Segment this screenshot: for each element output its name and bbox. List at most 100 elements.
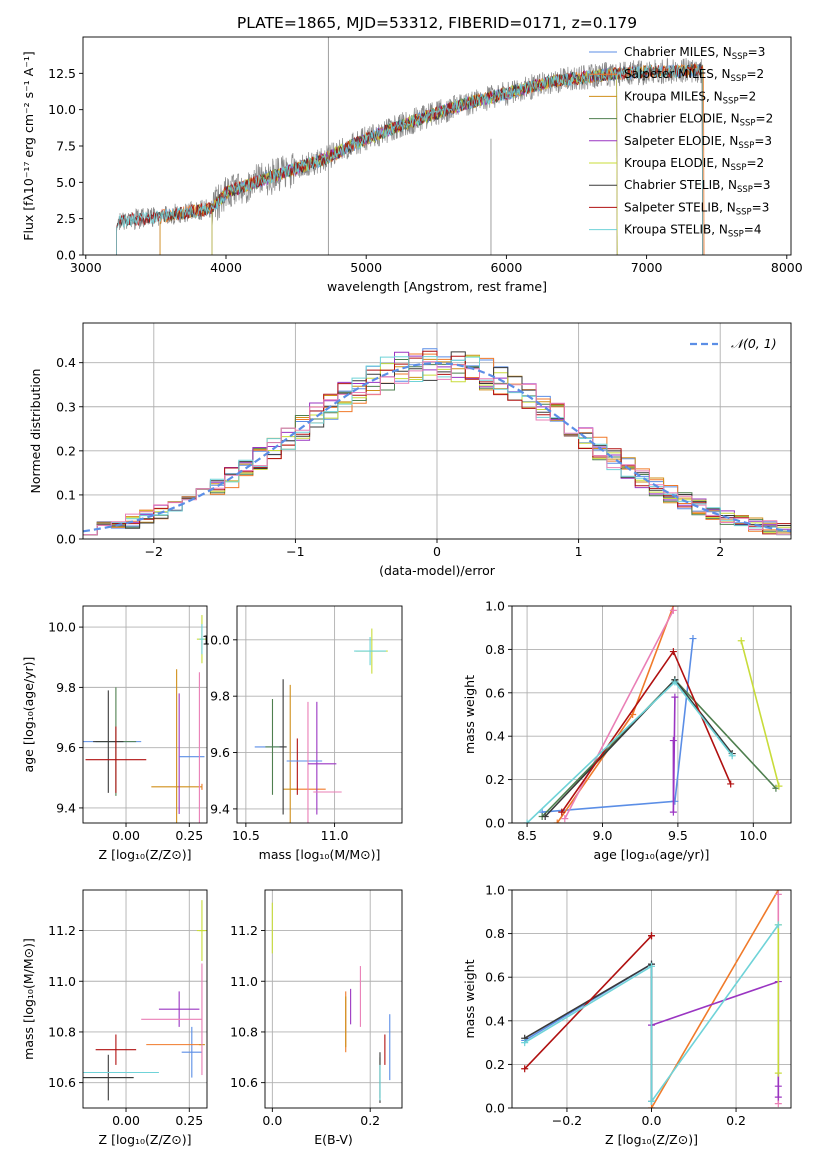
weight-marker bbox=[775, 782, 783, 790]
gaussian-curve bbox=[83, 361, 791, 533]
x-axis-label: Z [log₁₀(Z/Z⊙)] bbox=[99, 847, 192, 862]
panel-weight-vs-age: 8.5 9.0 9.5 10.0 0.0 0.2 0.4 0.6 0.8 1.0 age [log₁… bbox=[462, 599, 792, 862]
x-tick-label: 0.25 bbox=[175, 1113, 203, 1128]
x-tick-label: 10.0 bbox=[739, 828, 767, 843]
y-tick-label: 9.6 bbox=[56, 740, 76, 755]
panel-age-vs-mass: 10.5 11.0 9.4 9.6 9.8 10.0 mass [log₁₀(M/M⊙)] bbox=[202, 605, 403, 862]
plot-area bbox=[83, 348, 791, 536]
weight-marker bbox=[774, 1093, 782, 1101]
y-tick-label: 10.6 bbox=[48, 1075, 76, 1090]
y-axis-label: mass weight bbox=[462, 675, 477, 754]
weight-marker bbox=[774, 890, 782, 898]
x-tick-label: 8000 bbox=[771, 260, 803, 275]
model-spectrum-line bbox=[116, 63, 704, 255]
x-tick-label: 0.00 bbox=[112, 1113, 140, 1128]
plot-area bbox=[521, 890, 782, 1108]
x-tick-label: 0 bbox=[433, 544, 441, 559]
legend-label: Salpeter MILES, NSSP=2 bbox=[624, 67, 764, 84]
weight-marker bbox=[521, 1039, 529, 1047]
y-tick-label: 0.4 bbox=[485, 1013, 505, 1028]
spectrum-legend: Chabrier MILES, NSSP=3 Salpeter MILES, NS… bbox=[589, 45, 773, 240]
weight-marker bbox=[671, 678, 679, 686]
x-axis-label: wavelength [Angstrom, rest frame] bbox=[327, 279, 547, 294]
y-tick-label: 0.2 bbox=[485, 772, 505, 787]
x-tick-label: 4000 bbox=[210, 260, 242, 275]
weight-marker bbox=[521, 1065, 529, 1073]
weight-marker bbox=[774, 1069, 782, 1077]
y-tick-label: 0.1 bbox=[56, 487, 76, 502]
x-tick-label: −1 bbox=[286, 544, 304, 559]
y-tick-label: 11.0 bbox=[230, 974, 258, 989]
y-tick-label: 0.2 bbox=[485, 1057, 505, 1072]
y-axis-label: Normed distribution bbox=[28, 369, 43, 494]
weight-marker bbox=[523, 819, 531, 823]
weight-marker bbox=[689, 635, 697, 643]
y-tick-label: 9.4 bbox=[56, 800, 76, 815]
legend-label: Kroupa ELODIE, NSSP=2 bbox=[624, 156, 764, 173]
weight-series-line bbox=[740, 640, 780, 787]
figure-title: PLATE=1865, MJD=53312, FIBERID=0171, z=0… bbox=[237, 14, 637, 32]
x-tick-label: 3000 bbox=[70, 260, 102, 275]
x-tick-label: 0.2 bbox=[726, 1113, 746, 1128]
weight-series-line bbox=[524, 962, 653, 1102]
y-axis-label: Flux [fλ10⁻¹⁷ erg cm⁻² s⁻¹ A⁻¹] bbox=[21, 51, 36, 240]
weight-series-line bbox=[524, 962, 653, 1102]
x-tick-label: 0.2 bbox=[360, 1113, 380, 1128]
y-tick-label: 10.0 bbox=[48, 620, 76, 635]
y-tick-label: 10.0 bbox=[48, 102, 76, 117]
legend-label: Salpeter STELIB, NSSP=3 bbox=[624, 200, 769, 217]
model-spectrum-line bbox=[159, 63, 704, 255]
y-axis-label: mass [log₁₀(M/M⊙)] bbox=[21, 938, 36, 1060]
panel-age-vs-Z: 0.00 0.25 9.4 9.6 9.8 10.0 Z [log₁₀(Z/Z⊙)] age … bbox=[21, 605, 208, 862]
axes-frame bbox=[82, 889, 208, 1109]
weight-series-line bbox=[524, 935, 653, 1070]
y-tick-label: 11.2 bbox=[230, 923, 258, 938]
axes-frame bbox=[82, 36, 792, 256]
weight-marker bbox=[671, 797, 679, 805]
y-tick-label: 10.6 bbox=[230, 1075, 258, 1090]
x-tick-label: 1 bbox=[575, 544, 583, 559]
y-axis-label: mass weight bbox=[462, 959, 477, 1038]
legend-label: Salpeter ELODIE, NSSP=3 bbox=[624, 134, 772, 151]
y-tick-label: 12.5 bbox=[48, 66, 76, 81]
y-tick-label: 7.5 bbox=[56, 139, 76, 154]
x-tick-label: 0.25 bbox=[175, 828, 203, 843]
x-tick-label: 0.00 bbox=[112, 828, 140, 843]
y-tick-label: 0.4 bbox=[485, 729, 505, 744]
weight-series-line bbox=[564, 609, 675, 820]
axes-frame bbox=[511, 605, 792, 824]
weight-marker bbox=[648, 1097, 655, 1105]
y-tick-label: 10.0 bbox=[202, 632, 230, 647]
weight-marker bbox=[648, 1104, 655, 1108]
weight-marker bbox=[671, 693, 679, 701]
x-tick-label: 9.5 bbox=[668, 828, 688, 843]
x-tick-label: 11.0 bbox=[321, 828, 349, 843]
x-tick-label: −0.2 bbox=[552, 1113, 582, 1128]
plot-area bbox=[83, 900, 207, 1101]
panel-spectrum: 3000 4000 5000 6000 7000 8000 0.0 2.5 5.0 7.5 10.0… bbox=[21, 36, 803, 294]
panel-mass-vs-EBV: 0.0 0.2 10.6 10.8 11.0 11.2 E(B-V) bbox=[230, 889, 403, 1147]
y-tick-label: 0.0 bbox=[56, 248, 76, 263]
x-tick-label: 2 bbox=[716, 544, 724, 559]
weight-series-line bbox=[561, 649, 732, 813]
x-axis-label: E(B-V) bbox=[314, 1132, 353, 1147]
y-tick-label: 0.6 bbox=[485, 685, 505, 700]
panel-weight-vs-Z: −0.2 0.0 0.2 0.0 0.2 0.4 0.6 0.8 1.0 Z [log₁₀(Z/Z… bbox=[462, 883, 792, 1147]
weight-series-line bbox=[672, 697, 676, 813]
model-spectrum-line bbox=[116, 62, 704, 255]
axes-frame bbox=[236, 605, 403, 824]
y-tick-label: 9.4 bbox=[210, 801, 230, 816]
weight-marker bbox=[553, 819, 561, 823]
y-tick-label: 1.0 bbox=[485, 599, 505, 614]
y-tick-label: 0.0 bbox=[485, 816, 505, 831]
panel-mass-vs-Z: 0.00 0.25 10.6 10.8 11.0 11.2 Z [log₁₀(Z/Z⊙)] m… bbox=[21, 889, 208, 1147]
axes-frame bbox=[264, 889, 403, 1109]
y-tick-label: 1.0 bbox=[485, 883, 505, 898]
axes-frame bbox=[82, 322, 792, 540]
x-tick-label: 0.0 bbox=[642, 1113, 662, 1128]
axes-frame bbox=[511, 889, 792, 1109]
plot-area bbox=[271, 902, 391, 1103]
x-tick-label: −2 bbox=[145, 544, 163, 559]
y-tick-label: 0.0 bbox=[485, 1101, 505, 1116]
legend-label: Chabrier ELODIE, NSSP=2 bbox=[624, 112, 773, 129]
